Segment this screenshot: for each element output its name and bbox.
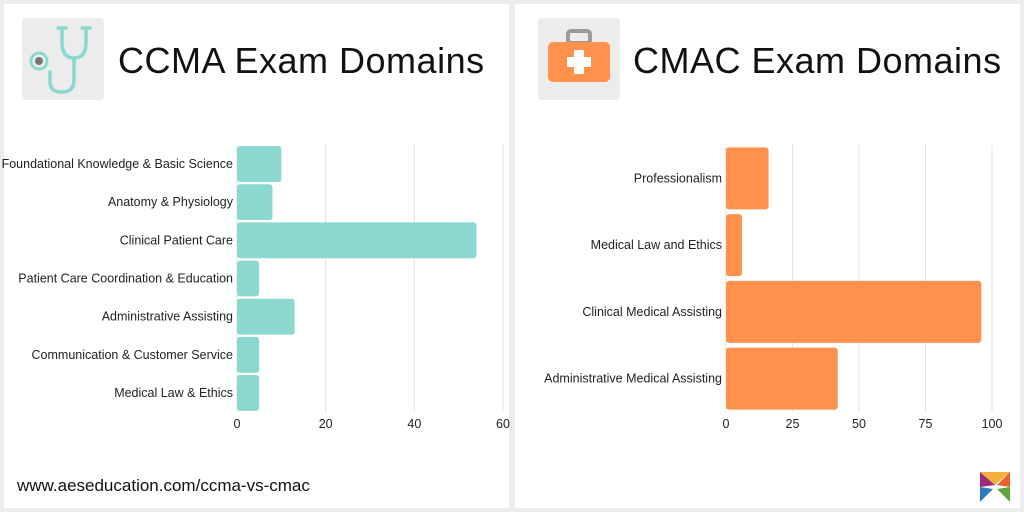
stethoscope-icon: [22, 18, 104, 100]
cmac-title: CMAC Exam Domains: [633, 40, 1002, 81]
ccma-category-label: Anatomy & Physiology: [108, 195, 234, 209]
first-aid-kit-icon: [538, 18, 620, 100]
ccma-bar: [237, 184, 273, 221]
footer-url[interactable]: www.aeseducation.com/ccma-vs-cmac: [17, 476, 310, 495]
cmac-tick-label: 100: [982, 417, 1003, 431]
cmac-tick-label: 25: [786, 417, 800, 431]
cmac-category-label: Clinical Medical Assisting: [582, 305, 722, 319]
ccma-bar: [237, 146, 282, 182]
ccma-tick-label: 0: [234, 417, 241, 431]
ccma-title: CCMA Exam Domains: [118, 40, 485, 81]
ccma-category-label: Foundational Knowledge & Basic Science: [2, 157, 233, 171]
ccma-bar: [237, 298, 295, 335]
cmac-category-label: Medical Law and Ethics: [591, 238, 722, 252]
ccma-bar: [237, 260, 260, 297]
cmac-bar: [726, 147, 769, 210]
cmac-category-label: Administrative Medical Assisting: [544, 372, 722, 386]
ccma-category-label: Communication & Customer Service: [32, 348, 234, 362]
cmac-bar: [726, 347, 838, 410]
ccma-category-label: Patient Care Coordination & Education: [18, 272, 233, 286]
cmac-category-label: Professionalism: [634, 171, 722, 185]
ccma-tick-label: 40: [407, 417, 421, 431]
ccma-tick-label: 20: [319, 417, 333, 431]
ccma-bar: [237, 375, 260, 411]
cmac-bar: [726, 214, 742, 277]
ccma-bar: [237, 336, 260, 373]
cmac-bar: [726, 280, 982, 343]
ccma-category-label: Medical Law & Ethics: [114, 386, 233, 400]
ccma-tick-label: 60: [496, 417, 510, 431]
aes-logo-icon: [978, 470, 1012, 509]
ccma-bar: [237, 222, 477, 259]
ccma-category-label: Administrative Assisting: [102, 310, 233, 324]
cmac-panel: CMAC Exam Domains: [515, 4, 1020, 508]
cmac-tick-label: 75: [919, 417, 933, 431]
ccma-category-label: Clinical Patient Care: [120, 233, 233, 247]
cmac-tick-label: 0: [723, 417, 730, 431]
cmac-tick-label: 50: [852, 417, 866, 431]
